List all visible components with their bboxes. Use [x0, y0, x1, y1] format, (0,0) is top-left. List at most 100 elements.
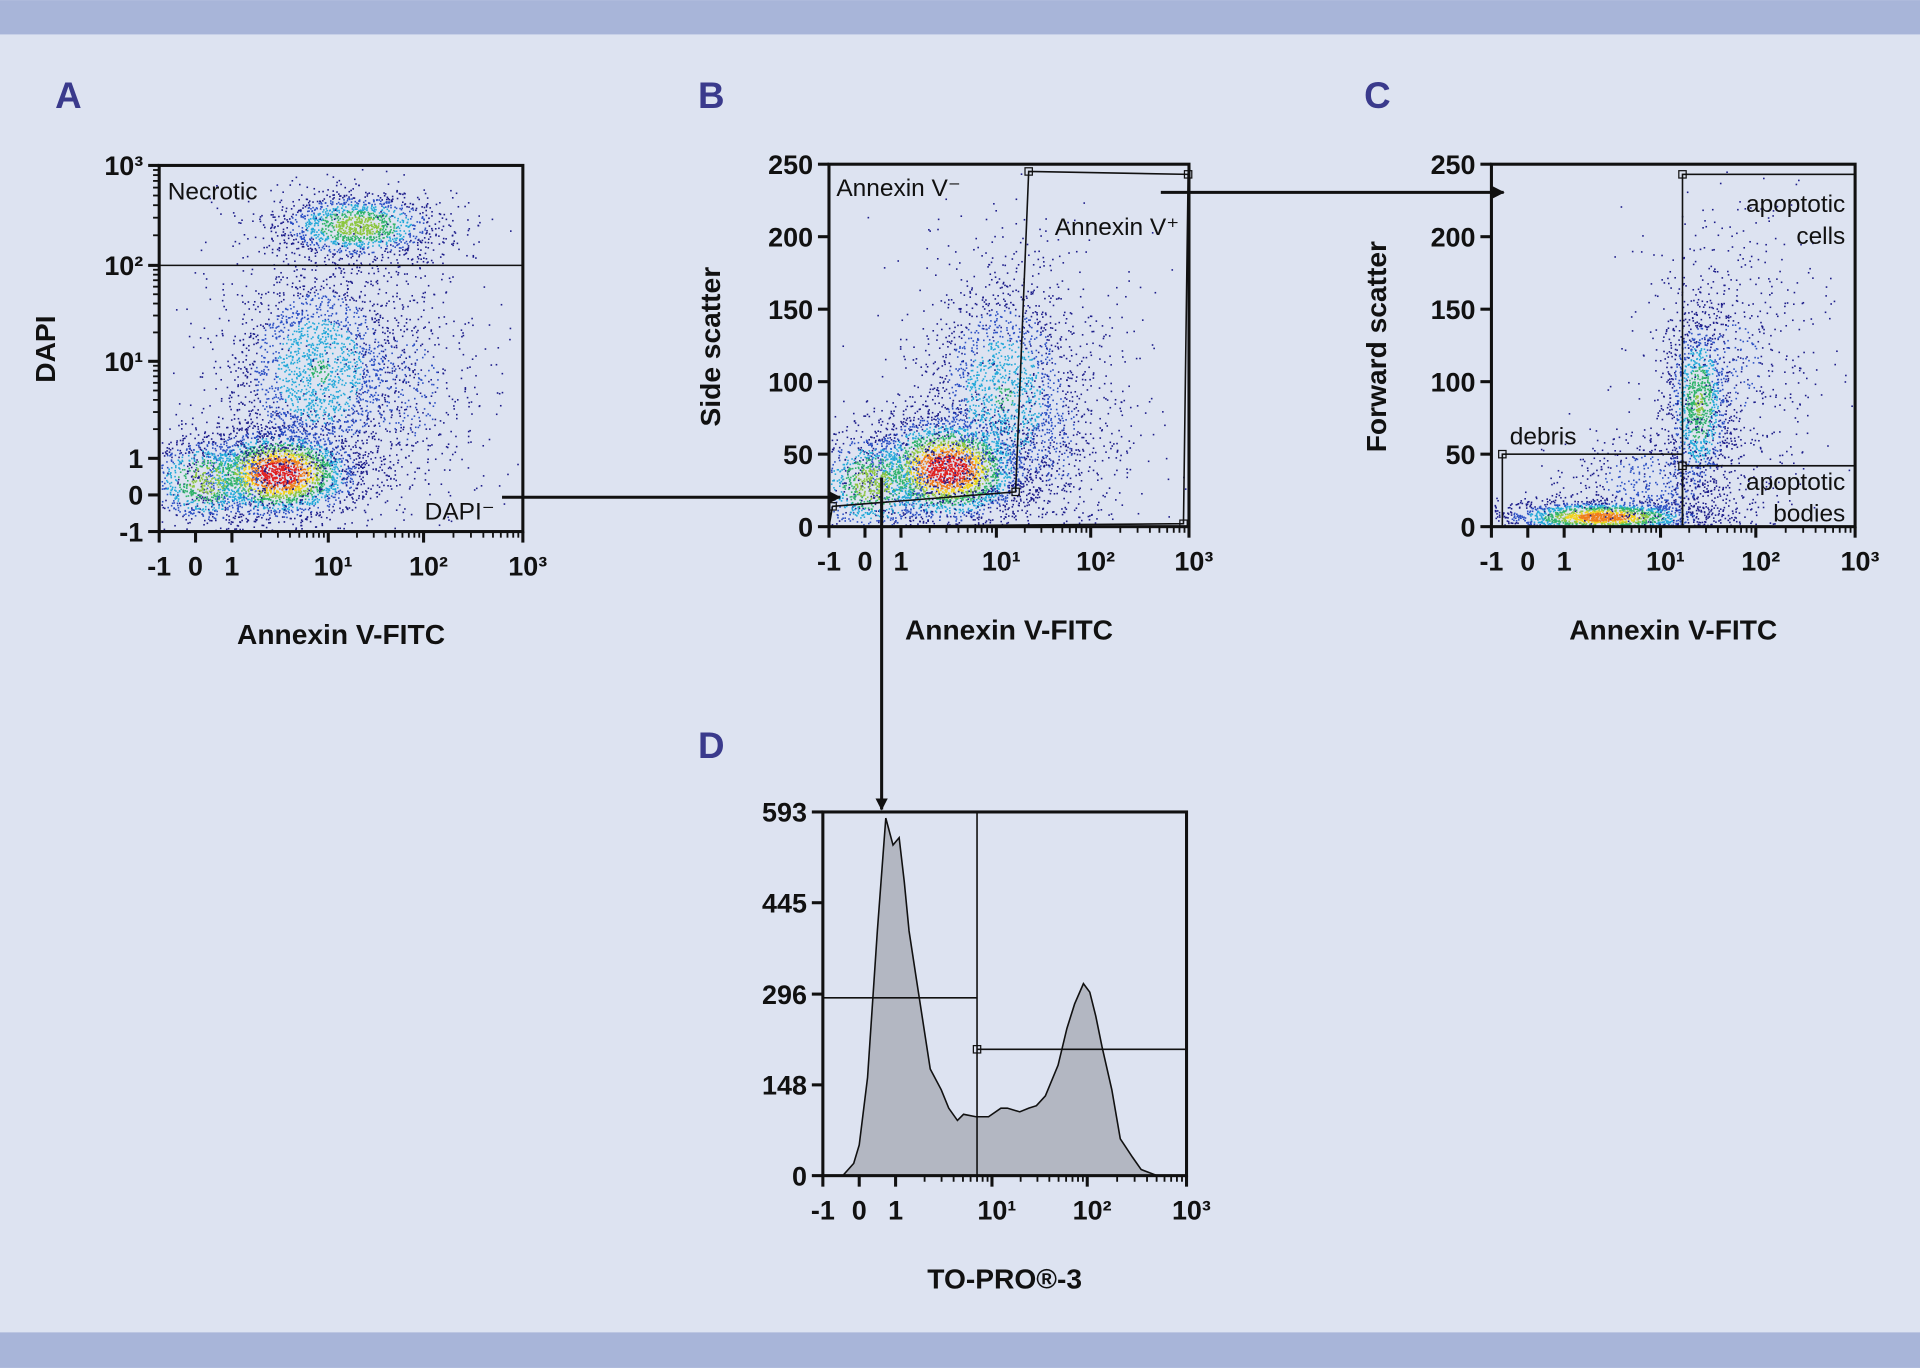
scatter-point	[305, 492, 307, 494]
scatter-point	[413, 235, 415, 237]
scatter-point	[322, 200, 324, 202]
scatter-point	[273, 461, 275, 463]
scatter-point	[326, 494, 328, 496]
scatter-point	[429, 233, 431, 235]
scatter-point	[249, 460, 251, 462]
scatter-point	[292, 223, 294, 225]
scatter-point	[307, 491, 309, 493]
scatter-point	[282, 474, 284, 476]
scatter-point	[242, 476, 244, 478]
scatter-point	[186, 528, 188, 530]
scatter-point	[267, 462, 269, 464]
scatter-point	[219, 484, 221, 486]
scatter-point	[229, 456, 231, 458]
scatter-point	[205, 491, 207, 493]
scatter-point	[277, 508, 279, 510]
scatter-point	[367, 247, 369, 249]
scatter-point	[336, 191, 338, 193]
scatter-point	[335, 371, 337, 373]
scatter-point	[320, 492, 322, 494]
scatter-point	[183, 486, 185, 488]
scatter-point	[264, 498, 266, 500]
scatter-point	[343, 343, 345, 345]
scatter-point	[366, 210, 368, 212]
scatter-point	[390, 221, 392, 223]
scatter-point	[304, 455, 306, 457]
scatter-point	[446, 347, 448, 349]
scatter-point	[377, 448, 379, 450]
scatter-point	[256, 484, 258, 486]
scatter-point	[227, 472, 229, 474]
scatter-point	[396, 509, 398, 511]
scatter-point	[237, 510, 239, 512]
scatter-point	[218, 482, 220, 484]
scatter-point	[391, 488, 393, 490]
scatter-point	[217, 433, 219, 435]
scatter-point	[390, 244, 392, 246]
scatter-point	[253, 507, 255, 509]
scatter-point	[358, 482, 360, 484]
scatter-point	[243, 464, 245, 466]
scatter-point	[248, 349, 250, 351]
scatter-point	[416, 403, 418, 405]
scatter-point	[314, 483, 316, 485]
scatter-point	[424, 207, 426, 209]
scatter-point	[342, 470, 344, 472]
scatter-point	[220, 446, 222, 448]
scatter-point	[203, 481, 205, 483]
scatter-point	[207, 502, 209, 504]
scatter-point	[258, 504, 260, 506]
scatter-point	[383, 207, 385, 209]
scatter-point	[235, 457, 237, 459]
scatter-point	[400, 241, 402, 243]
scatter-point	[249, 426, 251, 428]
scatter-point	[263, 495, 265, 497]
scatter-point	[356, 242, 358, 244]
scatter-point	[479, 222, 481, 224]
scatter-point	[189, 464, 191, 466]
scatter-point	[361, 244, 363, 246]
scatter-point	[326, 238, 328, 240]
scatter-point	[307, 516, 309, 518]
scatter-point	[272, 465, 274, 467]
scatter-point	[336, 477, 338, 479]
scatter-point	[257, 490, 259, 492]
scatter-point	[255, 506, 257, 508]
scatter-point	[304, 218, 306, 220]
scatter-point	[385, 216, 387, 218]
scatter-point	[326, 217, 328, 219]
scatter-point	[348, 306, 350, 308]
scatter-point	[355, 232, 357, 234]
scatter-point	[317, 201, 319, 203]
scatter-point	[296, 431, 298, 433]
scatter-point	[189, 460, 191, 462]
scatter-point	[306, 503, 308, 505]
scatter-point	[382, 221, 384, 223]
scatter-point	[372, 226, 374, 228]
scatter-point	[211, 496, 213, 498]
scatter-point	[243, 473, 245, 475]
scatter-point	[417, 242, 419, 244]
scatter-point	[322, 233, 324, 235]
scatter-point	[262, 490, 264, 492]
scatter-point	[255, 463, 257, 465]
scatter-point	[278, 456, 280, 458]
scatter-point	[292, 442, 294, 444]
scatter-point	[311, 228, 313, 230]
scatter-point	[343, 202, 345, 204]
scatter-point	[340, 473, 342, 475]
scatter-point	[350, 257, 352, 259]
scatter-point	[267, 498, 269, 500]
scatter-point	[239, 462, 241, 464]
scatter-point	[343, 229, 345, 231]
scatter-point	[231, 471, 233, 473]
scatter-point	[261, 435, 263, 437]
scatter-point	[394, 223, 396, 225]
scatter-point	[303, 469, 305, 471]
scatter-point	[291, 452, 293, 454]
scatter-point	[245, 502, 247, 504]
scatter-point	[338, 249, 340, 251]
scatter-point	[295, 452, 297, 454]
scatter-point	[426, 215, 428, 217]
scatter-point	[252, 471, 254, 473]
